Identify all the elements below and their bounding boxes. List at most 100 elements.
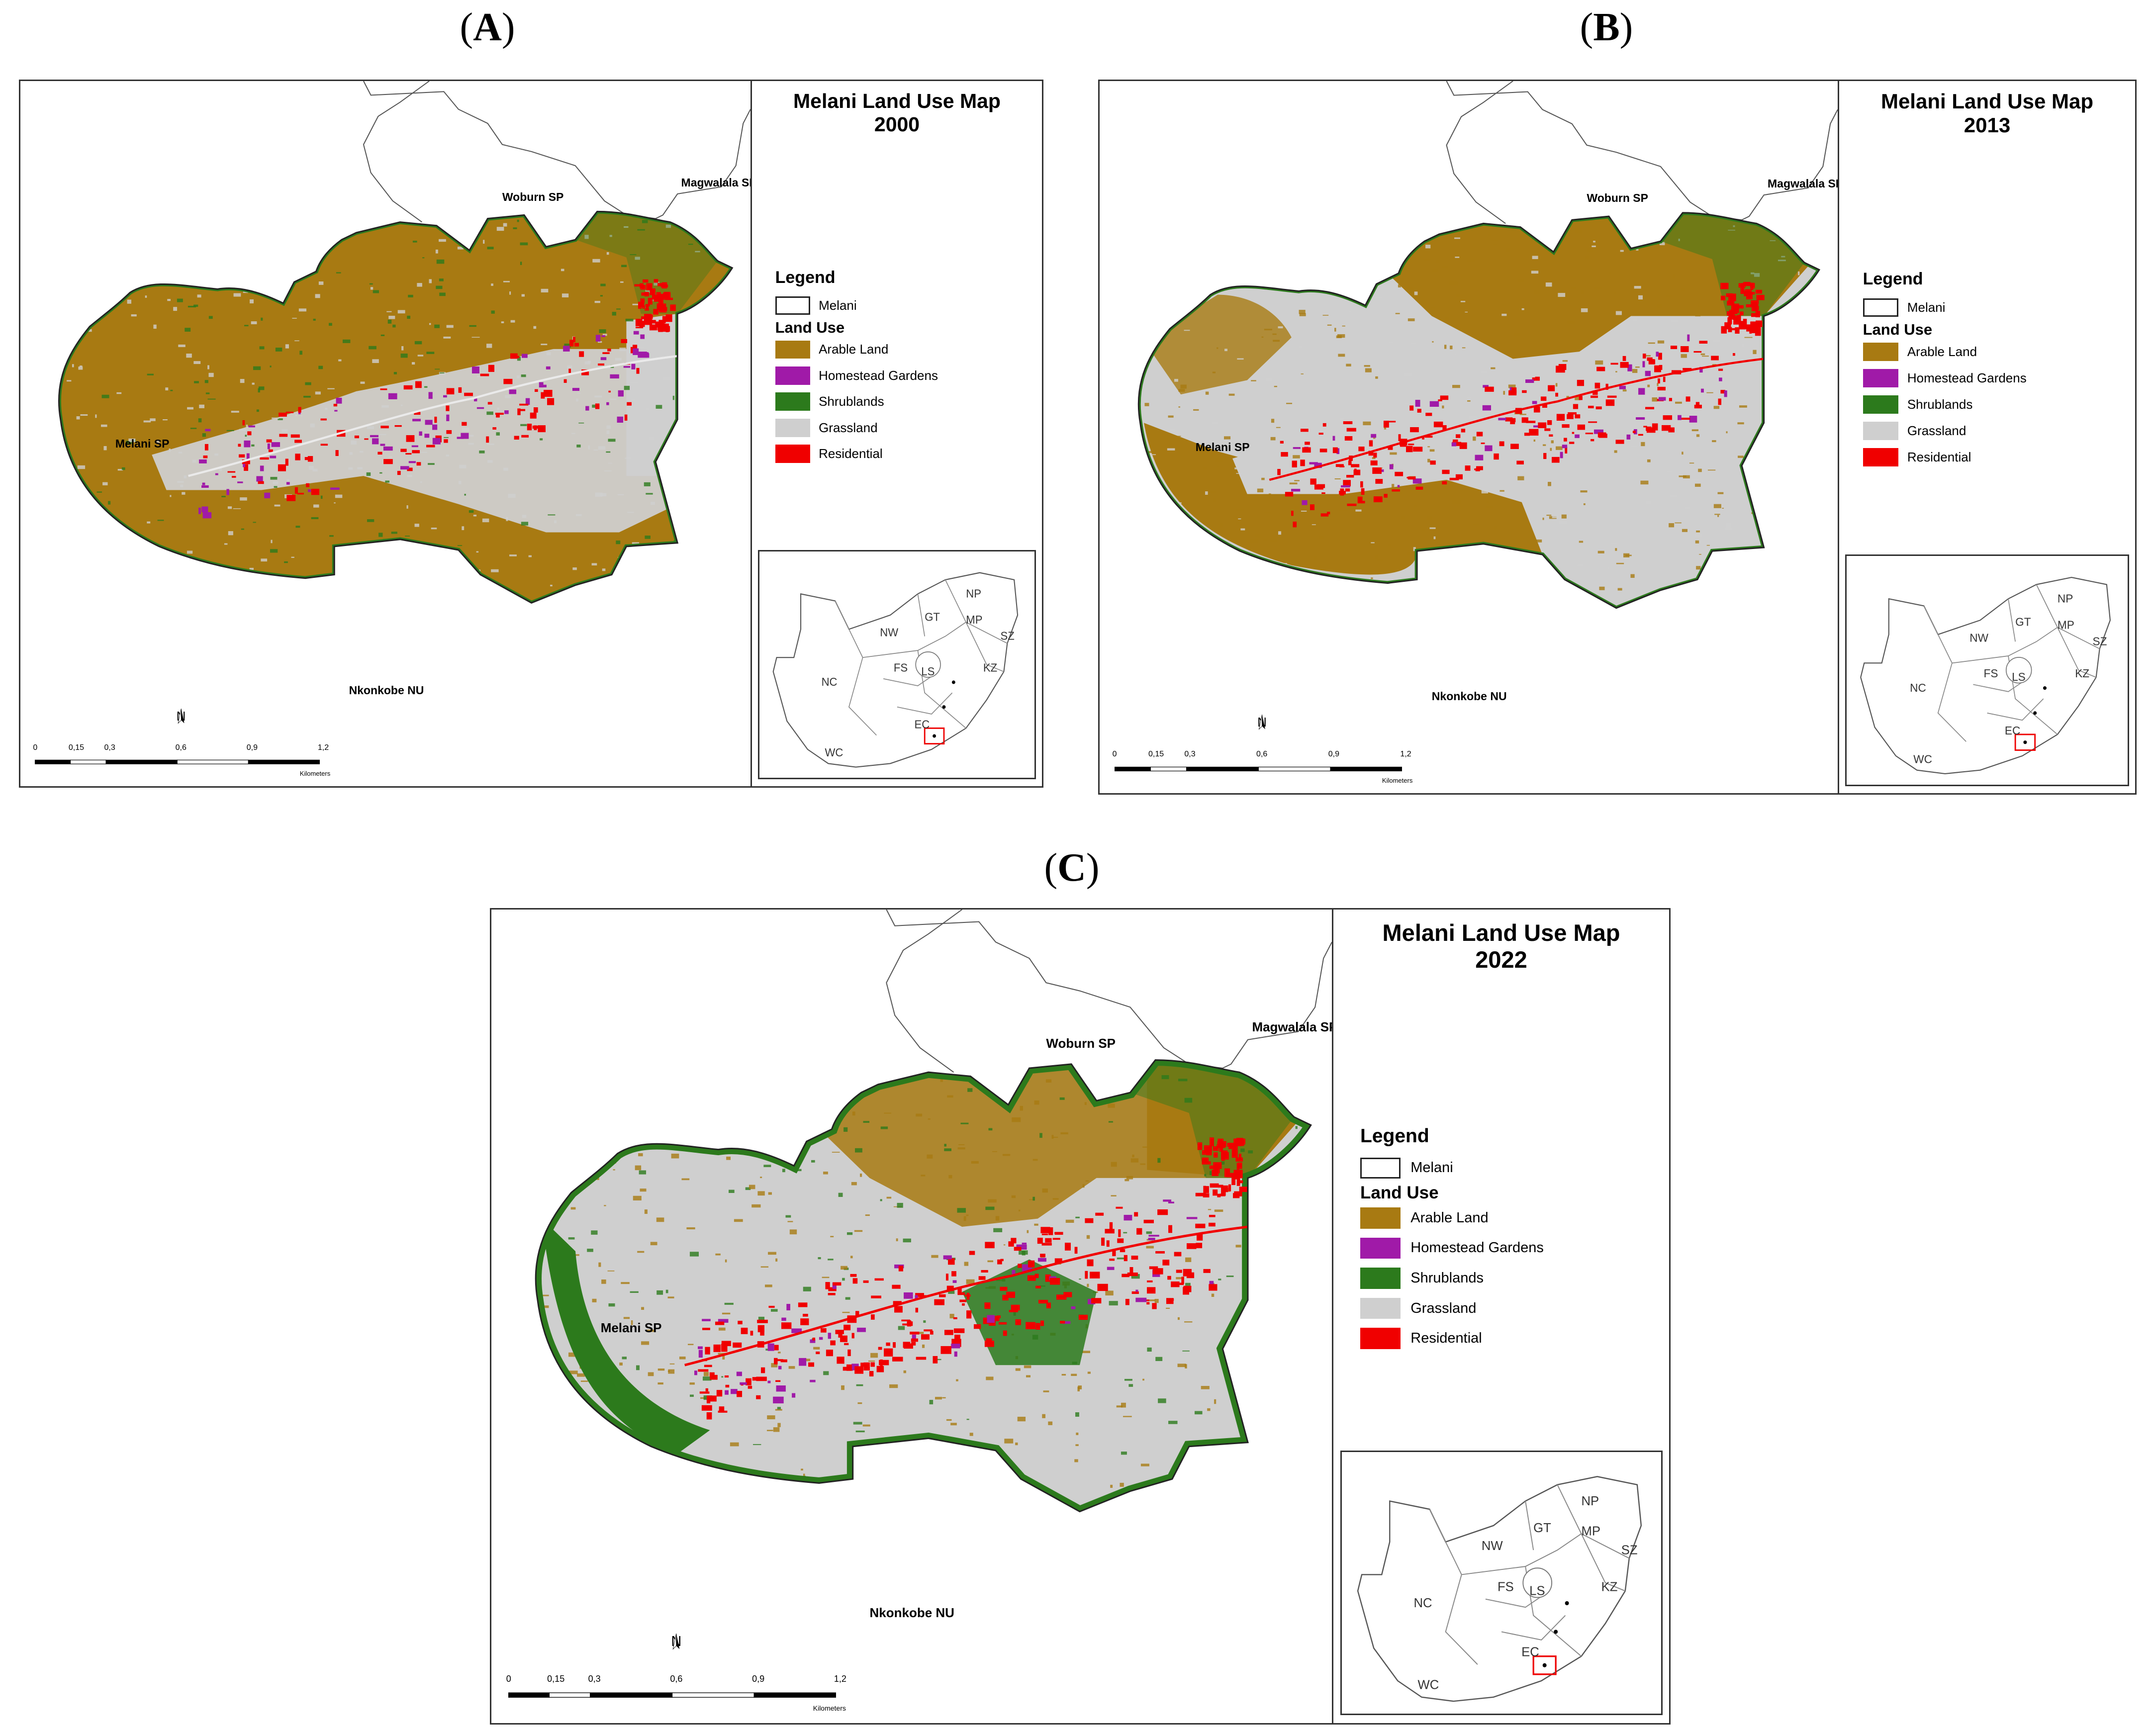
legend-land-use-heading: Land Use [1863,321,1933,339]
land-speckle [128,438,136,443]
province-boundary [1501,1615,1566,1641]
land-speckle [615,1433,624,1436]
land-speckle [624,226,629,228]
residential-patch [1547,420,1552,425]
land-speckle [1657,340,1665,344]
residential-patch [1028,1260,1035,1268]
land-speckle [497,407,500,410]
residential-patch [1091,1298,1102,1304]
inset-label-wc: WC [1417,1677,1439,1692]
land-speckle [1320,223,1325,227]
land-speckle [657,1382,663,1385]
residential-patch [414,412,421,415]
map-title-text: Melani Land Use Map [1382,919,1620,946]
land-use-layer [525,1060,1311,1512]
land-speckle [767,1479,770,1482]
residential-patch [1694,404,1702,409]
land-speckle [650,1494,654,1497]
homestead-garden-patch [201,485,209,488]
residential-patch [1654,365,1661,372]
residential-patch [1085,1271,1088,1279]
residential-patch [492,427,496,430]
land-speckle [1301,510,1307,512]
land-speckle [608,1441,612,1444]
residential-patch [911,1342,916,1346]
residential-patch [985,1242,995,1249]
land-speckle [901,1464,907,1466]
land-speckle [602,568,606,571]
land-speckle [508,494,516,498]
land-speckle [292,318,297,319]
land-speckle [420,481,422,483]
land-speckle [596,1177,599,1180]
land-speckle [520,424,527,426]
residential-patch [1305,442,1310,445]
land-speckle [684,587,688,591]
land-speckle [601,1279,606,1284]
land-speckle [525,1457,528,1462]
land-speckle [1203,467,1208,469]
residential-patch [320,418,327,421]
inset-label-nw: NW [1481,1538,1502,1553]
residential-patch [1592,390,1598,395]
arable-land-patch [1147,1064,1299,1178]
panel-letter-c: (C) [1044,846,1100,890]
land-speckle [464,494,466,496]
legend: Legend Melani Land Use Arable Land Homestead… [1863,270,2027,470]
land-speckle [850,1256,853,1259]
residential-patch [627,402,632,406]
legend-label: Grassland [819,420,878,435]
homestead-garden-patch [1123,1215,1132,1221]
residential-patch [608,390,611,393]
homestead-garden-patch [618,390,624,397]
scale-bar-segment [248,759,320,765]
residential-patch [518,409,526,411]
inset-label-np: NP [966,587,981,600]
residential-patch [915,1307,919,1313]
land-speckle [1319,579,1322,582]
residential-patch [1106,1240,1110,1247]
land-speckle [483,240,485,244]
residential-patch [910,1331,920,1335]
land-speckle [1707,469,1716,471]
land-speckle [922,1344,925,1348]
legend-label: Residential [1410,1330,1482,1347]
land-speckle [1717,492,1724,494]
land-speckle [602,1110,608,1112]
land-speckle [806,1359,811,1362]
residential-patch [286,495,296,501]
residential-patch [1105,1229,1115,1234]
land-speckle [80,365,83,367]
land-speckle [1188,1091,1191,1095]
land-speckle [513,227,517,229]
residential-patch [644,291,649,297]
scale-tick-label: 1,2 [834,1674,846,1684]
land-speckle [313,504,319,508]
north-arrow: N [167,709,196,724]
land-speckle [147,521,151,524]
land-speckle [1536,219,1544,223]
land-speckle [1762,463,1766,465]
land-speckle [244,229,251,232]
residential-patch [892,1357,903,1362]
land-speckle [1240,528,1245,531]
land-speckle [1609,272,1611,274]
residential-patch [893,1342,896,1348]
land-speckle [527,1225,530,1226]
land-speckle [136,271,144,274]
residential-patch [966,1292,970,1300]
land-speckle [1514,332,1520,336]
scale-tick-label: 0,3 [588,1674,601,1684]
residential-patch [1231,1177,1236,1186]
residential-patch [1526,421,1536,423]
land-speckle [1199,288,1206,291]
land-speckle [811,1096,816,1098]
land-speckle [1257,1200,1262,1202]
scale-tick-label: 0,6 [175,743,187,752]
residential-patch [383,459,393,464]
residential-patch [1347,503,1357,506]
residential-patch [377,452,382,455]
land-speckle [1802,517,1804,521]
land-speckle [728,543,733,548]
